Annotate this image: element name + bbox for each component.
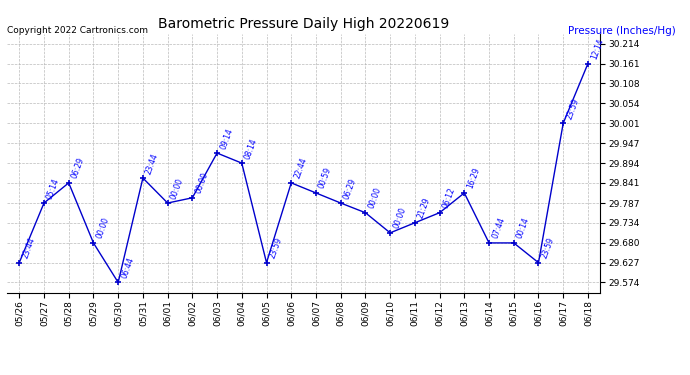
Text: 00:00: 00:00 — [95, 216, 111, 240]
Text: 00:00: 00:00 — [169, 177, 185, 200]
Text: Copyright 2022 Cartronics.com: Copyright 2022 Cartronics.com — [7, 26, 148, 35]
Text: 00:14: 00:14 — [515, 216, 531, 240]
Text: 00:00: 00:00 — [367, 186, 383, 210]
Text: 05:14: 05:14 — [46, 177, 61, 200]
Text: 00:00: 00:00 — [391, 206, 408, 230]
Text: 07:44: 07:44 — [491, 216, 506, 240]
Title: Barometric Pressure Daily High 20220619: Barometric Pressure Daily High 20220619 — [158, 17, 449, 31]
Text: 21:29: 21:29 — [416, 196, 432, 220]
Text: 12:14: 12:14 — [589, 38, 605, 61]
Text: 23:44: 23:44 — [21, 236, 37, 260]
Text: 23:59: 23:59 — [268, 236, 284, 260]
Text: 22:44: 22:44 — [293, 157, 308, 180]
Text: 06:29: 06:29 — [70, 156, 86, 180]
Text: 08:14: 08:14 — [243, 137, 259, 160]
Text: 06:12: 06:12 — [441, 186, 457, 210]
Text: 06:29: 06:29 — [342, 177, 358, 200]
Text: 09:14: 09:14 — [219, 127, 235, 150]
Text: 23:44: 23:44 — [144, 152, 160, 175]
Text: 23:59: 23:59 — [540, 236, 556, 260]
Text: 00:00: 00:00 — [194, 171, 210, 195]
Text: Pressure (Inches/Hg): Pressure (Inches/Hg) — [569, 26, 676, 36]
Text: 23:59: 23:59 — [564, 97, 580, 120]
Text: 00:59: 00:59 — [317, 166, 333, 190]
Text: 16:29: 16:29 — [466, 166, 482, 190]
Text: 06:44: 06:44 — [119, 256, 135, 280]
